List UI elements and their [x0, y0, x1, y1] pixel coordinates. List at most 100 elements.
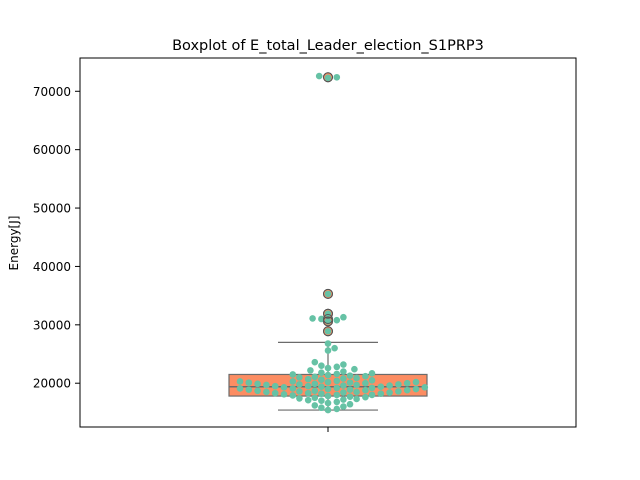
swarm-point [331, 344, 338, 352]
swarm-point [263, 388, 270, 396]
swarm-point [296, 388, 303, 395]
swarm-point [263, 381, 270, 389]
swarm-point [421, 383, 429, 391]
swarm-point [395, 381, 402, 388]
swarm-point [311, 394, 319, 402]
swarm-point [245, 386, 253, 393]
swarm-point [333, 370, 341, 378]
swarm-point [324, 310, 332, 318]
swarm-point [368, 391, 376, 399]
swarm-point [333, 391, 341, 399]
swarm-point [368, 369, 376, 377]
outlier-edge [323, 288, 333, 299]
swarm-point [368, 384, 376, 392]
swarm-point [353, 388, 360, 396]
swarm-point [386, 382, 393, 389]
swarm-point [333, 405, 341, 413]
swarm-point [311, 380, 319, 388]
swarm-point [304, 375, 312, 383]
swarm-point [318, 390, 325, 398]
swarm-point [296, 395, 303, 402]
swarm-point [254, 387, 261, 395]
swarm-point [340, 382, 347, 389]
swarm-point [412, 385, 420, 393]
swarm-point [324, 347, 332, 354]
outlier-edge [323, 72, 333, 83]
outlier-edge [323, 326, 333, 337]
swarm-point [289, 371, 297, 378]
swarm-point [324, 392, 332, 400]
swarm-point [245, 379, 253, 386]
y-tick-label: 50000 [33, 202, 71, 216]
swarm-point [377, 383, 385, 391]
swarm-point [280, 391, 288, 398]
swarm-point [309, 315, 316, 322]
y-axis: 20000 30000 40000 50000 60000 70000 [33, 85, 80, 391]
swarm-point [311, 373, 319, 381]
swarm-point [254, 380, 261, 388]
swarm-point [403, 379, 411, 387]
swarm-point [324, 371, 332, 379]
swarm-point [346, 393, 354, 400]
swarm-point [318, 383, 325, 391]
swarm-point [346, 379, 354, 386]
swarm-point [362, 393, 369, 401]
swarm-point [296, 374, 303, 381]
swarm-point [333, 316, 341, 324]
swarm-point [318, 376, 325, 384]
swarm-point [324, 327, 332, 335]
swarm-point [236, 378, 244, 385]
y-tick-label: 60000 [33, 143, 71, 157]
swarm-point [318, 404, 325, 412]
swarm-point [324, 406, 332, 414]
swarm-point [271, 382, 279, 390]
swarm-point [362, 386, 369, 394]
swarm-point [304, 382, 312, 390]
swarm-point [353, 374, 360, 382]
swarm-point [346, 400, 354, 408]
swarm-point [333, 398, 341, 406]
swarm-point [403, 386, 411, 394]
swarm-point [311, 387, 319, 395]
swarm-point [318, 369, 325, 377]
swarm-point [304, 396, 312, 404]
swarm-point [318, 397, 325, 405]
swarm-point [324, 290, 332, 298]
swarm-point [333, 384, 341, 392]
plot-area [228, 72, 429, 414]
swarm-point [324, 74, 332, 82]
swarm-point [340, 313, 347, 321]
swarm-point [333, 363, 341, 371]
swarm-point [395, 388, 402, 395]
swarm-point [318, 362, 325, 369]
swarm-point [271, 389, 279, 397]
outlier-edge [323, 316, 333, 327]
swarm-point [340, 389, 347, 396]
swarm-point [324, 340, 332, 347]
swarm-point [296, 381, 303, 388]
swarm-point [386, 389, 393, 396]
swarm-point [324, 399, 332, 407]
swarm-point [333, 377, 341, 385]
swarm-point [324, 364, 332, 372]
swarm-point [289, 392, 297, 399]
swarm-point [311, 358, 319, 366]
swarm-point [346, 372, 354, 379]
swarm-point [304, 389, 312, 397]
y-tick-label: 20000 [33, 377, 71, 391]
swarm-point [340, 361, 347, 368]
swarm-point [346, 386, 354, 393]
swarm-point [353, 381, 360, 389]
y-tick-label: 30000 [33, 318, 71, 332]
swarm-point [340, 396, 347, 403]
swarm-point [307, 367, 314, 374]
swarm-point [377, 390, 385, 398]
swarm-point [333, 73, 341, 81]
swarm-point [353, 395, 360, 403]
outlier-edge [323, 313, 333, 324]
swarm-point [289, 385, 297, 392]
y-tick-label: 70000 [33, 85, 71, 99]
swarm-point [324, 378, 332, 386]
swarm-point [362, 372, 369, 380]
